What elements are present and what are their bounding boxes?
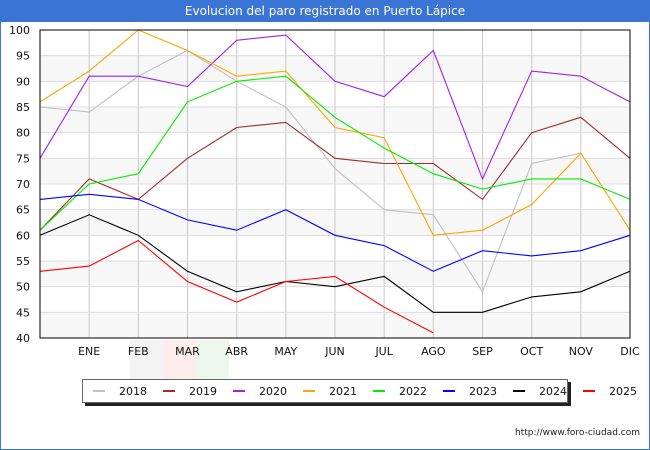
legend-swatch [163,390,175,392]
y-tick-label: 50 [16,281,30,294]
legend-swatch [93,390,105,392]
series-line-2018 [39,49,581,294]
x-tick-label: ENE [78,345,100,358]
source-url[interactable]: http://www.foro-ciudad.com [515,428,640,438]
series-line-2020 [39,34,631,181]
x-tick-label: MAR [175,345,200,358]
y-tick-label: 90 [16,75,30,88]
x-tick-label: FEB [128,345,149,358]
x-tick-label: AGO [421,345,446,358]
y-tick-label: 70 [16,178,30,191]
legend-swatch [303,390,315,392]
legend-swatch [373,390,385,392]
series-line-2022 [39,75,631,231]
x-tick-label: OCT [520,345,543,358]
legend-item-2022: 2022 [373,385,427,398]
series-line-2025 [39,239,434,334]
x-tick-label: NOV [569,345,594,358]
y-tick-label: 55 [16,255,30,268]
legend-item-2021: 2021 [303,385,357,398]
y-tick-label: 100 [9,24,30,37]
legend-label: 2022 [399,384,427,398]
legend-item-2020: 2020 [233,385,287,398]
y-tick-label: 65 [16,204,30,217]
watermark-flag [130,340,229,380]
legend-label: 2023 [469,384,497,398]
x-tick-label: JUN [324,345,345,358]
legend-label: 2018 [119,384,147,398]
legend-label: 2025 [609,384,637,398]
legend: 2018 2019 2020 2021 2022 2023 2024 2025 [82,379,637,403]
legend-item-2019: 2019 [163,385,217,398]
legend-label: 2021 [329,384,357,398]
chart-title: Evolucion del paro registrado en Puerto … [0,0,650,22]
y-tick-label: 45 [16,306,30,319]
plot-area [39,29,631,339]
legend-swatch [233,390,245,392]
y-tick-label: 60 [16,229,30,242]
x-tick-label: MAY [274,345,297,358]
x-tick-label: DIC [620,345,640,358]
legend-swatch [513,390,525,392]
legend-item-2025: 2025 [583,385,637,398]
y-tick-label: 80 [16,127,30,140]
legend-item-2023: 2023 [443,385,497,398]
y-tick-label: 75 [16,152,30,165]
x-tick-label: JUL [374,345,393,358]
y-tick-label: 95 [16,50,30,63]
legend-item-2018: 2018 [93,385,147,398]
legend-label: 2020 [259,384,287,398]
x-tick-label: SEP [472,345,493,358]
legend-swatch [443,390,455,392]
series-line-2023 [39,193,631,272]
legend-label: 2024 [539,384,567,398]
y-tick-label: 40 [16,332,30,345]
legend-item-2024: 2024 [513,385,567,398]
x-tick-label: ABR [225,345,248,358]
legend-swatch [583,390,595,392]
series-line-2024 [39,214,631,313]
legend-label: 2019 [189,384,217,398]
y-tick-label: 85 [16,101,30,114]
